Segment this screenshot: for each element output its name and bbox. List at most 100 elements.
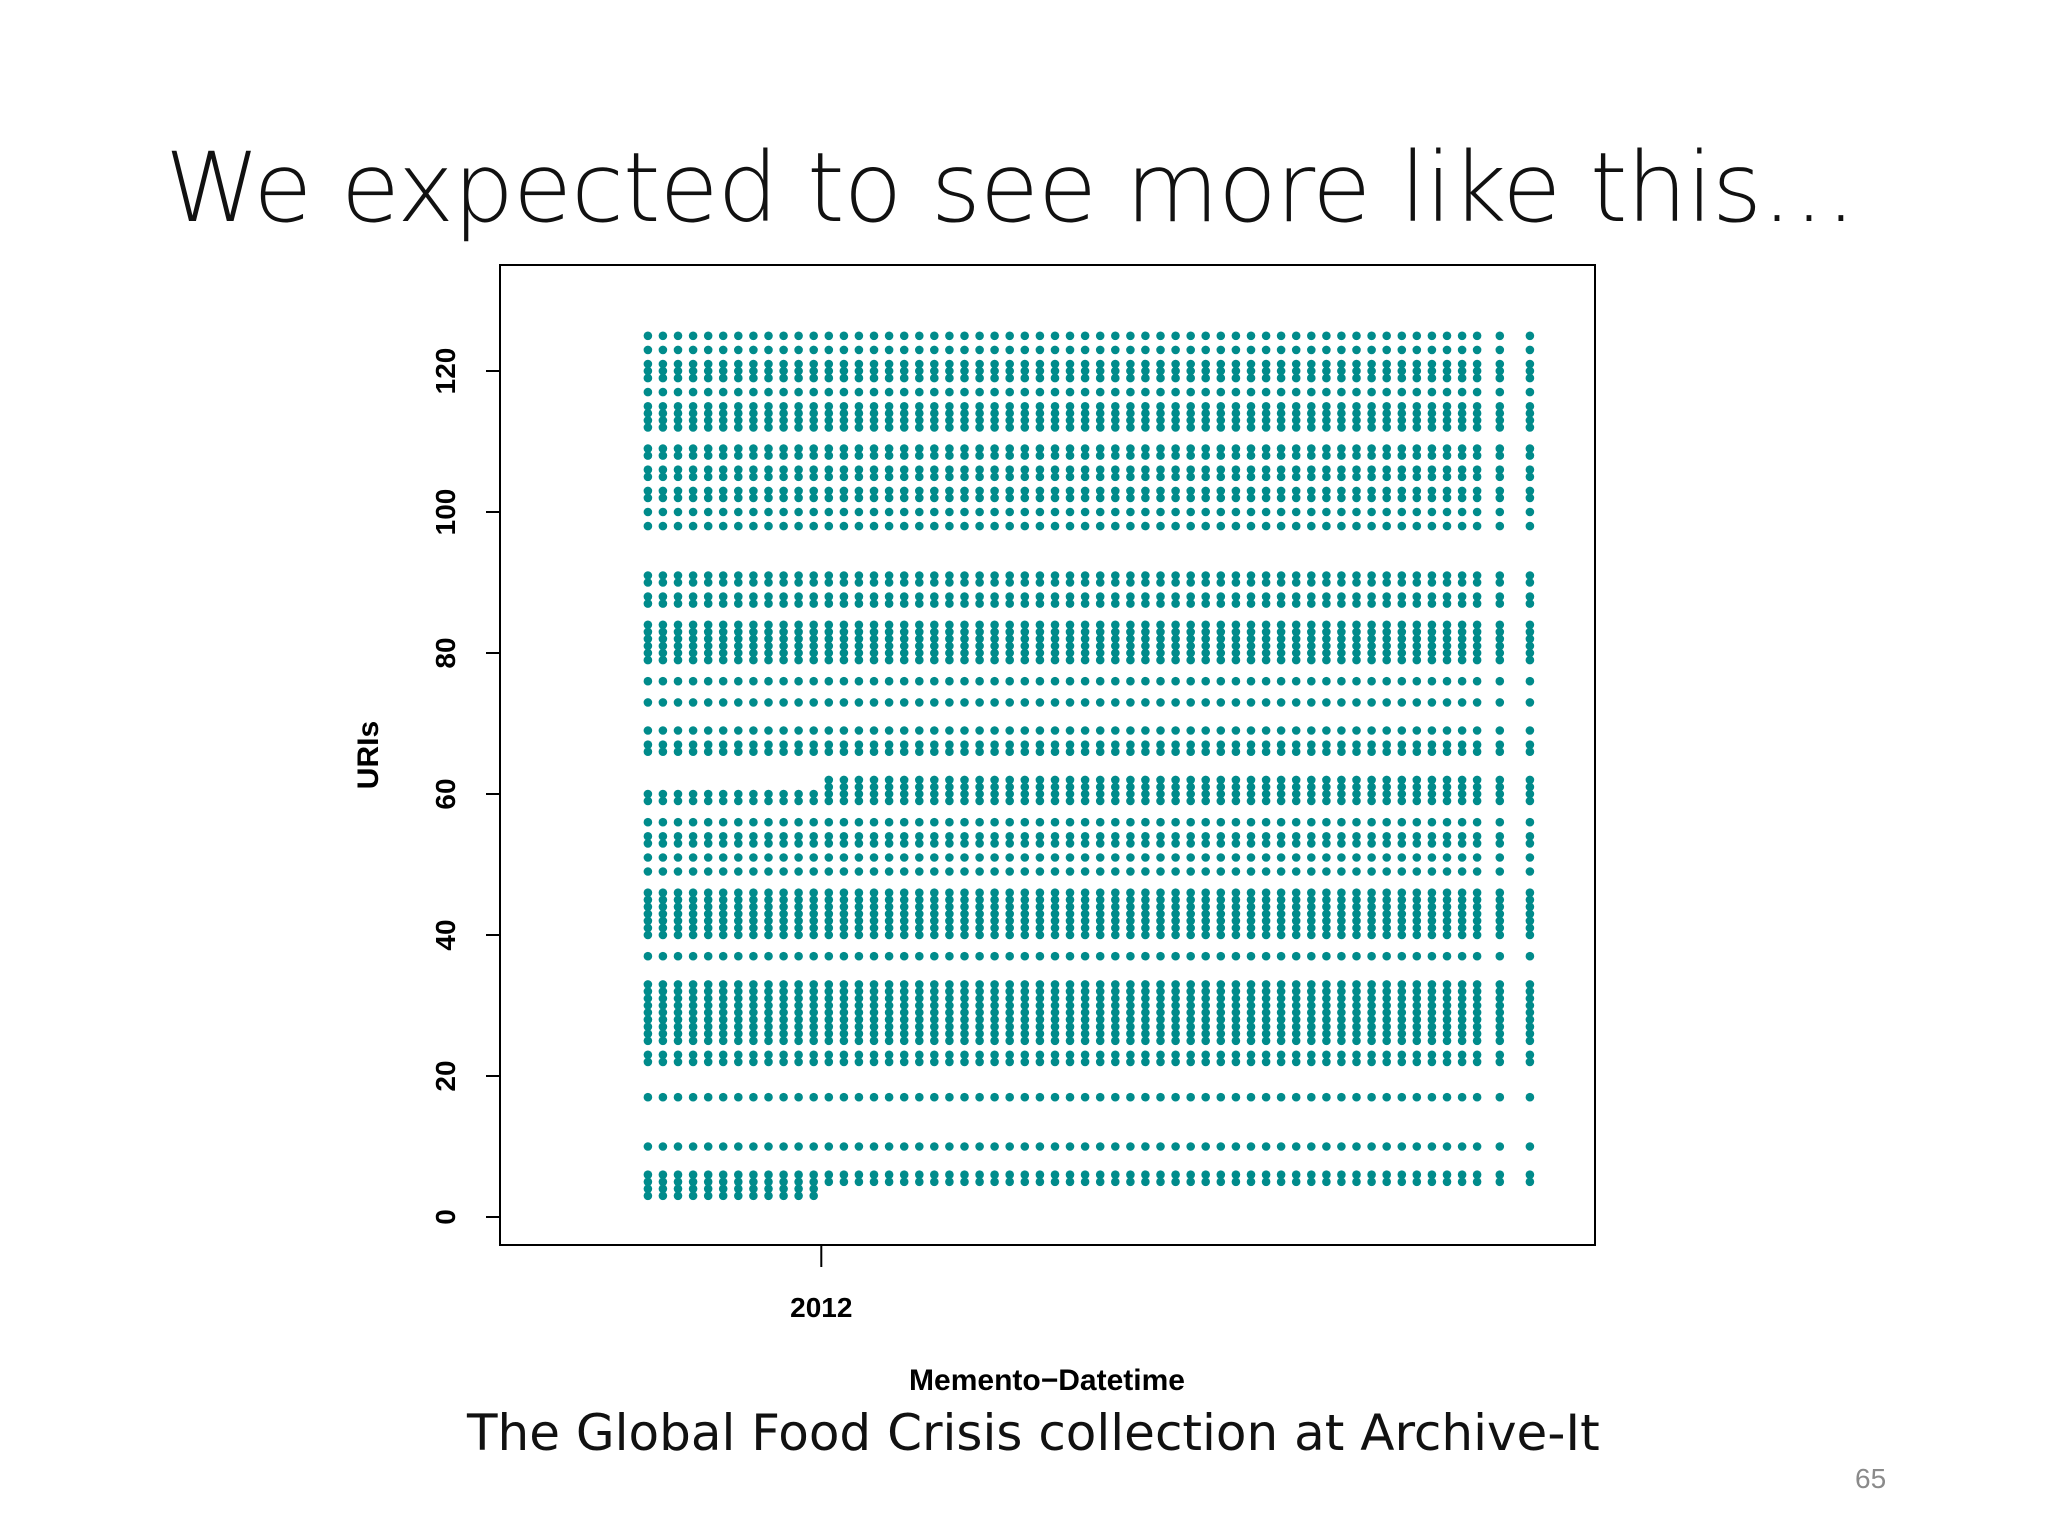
data-point xyxy=(1322,620,1331,630)
data-point xyxy=(824,627,834,637)
data-point xyxy=(688,951,698,961)
data-point xyxy=(1020,571,1030,580)
data-point xyxy=(1367,698,1376,707)
data-point xyxy=(734,472,743,482)
data-point xyxy=(1005,648,1014,658)
data-point xyxy=(1525,698,1535,707)
data-point xyxy=(1035,641,1045,651)
data-point xyxy=(1307,578,1316,587)
data-point xyxy=(1080,1092,1090,1102)
data-point xyxy=(1020,923,1030,933)
data-point xyxy=(1231,627,1241,637)
data-point xyxy=(1141,775,1150,785)
data-point xyxy=(749,817,758,827)
data-point xyxy=(869,387,879,397)
data-point xyxy=(1307,1170,1316,1179)
data-point xyxy=(1412,1029,1422,1038)
data-point xyxy=(1322,486,1331,496)
data-point xyxy=(1080,387,1090,397)
data-point xyxy=(1367,331,1376,341)
data-point xyxy=(1171,909,1180,919)
data-point xyxy=(1412,331,1422,341)
data-point xyxy=(1171,599,1180,608)
data-point xyxy=(1141,930,1150,940)
data-point xyxy=(1035,789,1045,799)
data-point xyxy=(1171,987,1180,996)
data-point xyxy=(688,867,698,876)
data-point xyxy=(779,1057,788,1067)
data-point xyxy=(990,782,999,792)
data-point xyxy=(643,923,653,933)
data-point xyxy=(1397,571,1407,580)
data-point xyxy=(749,416,758,425)
data-point xyxy=(839,1022,849,1031)
data-point xyxy=(1156,1092,1165,1102)
data-point xyxy=(839,698,849,707)
data-point xyxy=(1367,1029,1376,1038)
data-point xyxy=(930,1142,939,1151)
data-point xyxy=(1186,627,1195,637)
data-point xyxy=(1291,923,1301,933)
data-point xyxy=(1397,789,1407,799)
data-point xyxy=(1126,916,1135,926)
data-point xyxy=(1141,726,1150,735)
data-point xyxy=(779,507,788,517)
data-point xyxy=(1141,1142,1150,1151)
data-point xyxy=(1382,923,1391,933)
data-point xyxy=(1035,1057,1045,1067)
data-point xyxy=(779,747,788,756)
data-point xyxy=(643,1057,653,1067)
data-point xyxy=(1291,909,1301,919)
data-point xyxy=(1457,909,1467,919)
data-point xyxy=(1352,782,1361,792)
data-point xyxy=(824,472,834,482)
data-point xyxy=(1291,839,1301,848)
data-point xyxy=(794,1184,803,1194)
data-point xyxy=(1156,486,1165,496)
data-point xyxy=(1050,331,1060,341)
data-point xyxy=(1276,888,1286,897)
data-point xyxy=(1322,916,1331,926)
data-point xyxy=(839,1008,849,1017)
data-point xyxy=(1397,909,1407,919)
data-point xyxy=(1186,775,1195,785)
data-point xyxy=(688,888,698,897)
data-point xyxy=(734,923,743,933)
data-point xyxy=(1156,902,1165,912)
data-point xyxy=(658,592,668,601)
data-point xyxy=(1201,409,1210,418)
data-point xyxy=(1141,832,1150,841)
data-point xyxy=(990,444,999,453)
data-point xyxy=(688,1092,698,1102)
data-point xyxy=(1186,726,1195,735)
data-point xyxy=(688,916,698,926)
data-point xyxy=(1035,592,1045,601)
data-point xyxy=(749,1036,758,1046)
data-point xyxy=(1367,726,1376,735)
data-point xyxy=(1035,1092,1045,1102)
points-layer xyxy=(643,331,1535,1201)
data-point xyxy=(779,409,788,418)
data-point xyxy=(1095,698,1105,707)
data-point xyxy=(930,676,939,686)
data-point xyxy=(749,980,758,989)
data-point xyxy=(1352,796,1361,806)
data-point xyxy=(824,923,834,933)
data-point xyxy=(673,472,683,482)
data-point xyxy=(1322,1008,1331,1017)
data-point xyxy=(854,1142,864,1151)
data-point xyxy=(975,359,984,369)
data-point xyxy=(854,740,864,749)
data-point xyxy=(1382,1170,1391,1179)
data-point xyxy=(869,1050,879,1060)
data-point xyxy=(1141,987,1150,996)
data-point xyxy=(1261,888,1271,897)
data-point xyxy=(779,655,788,665)
data-point xyxy=(1337,521,1346,531)
data-point xyxy=(869,888,879,897)
data-point xyxy=(1525,930,1535,940)
data-point xyxy=(718,923,728,933)
data-point xyxy=(643,930,653,940)
data-point xyxy=(1216,916,1226,926)
data-point xyxy=(764,366,773,376)
